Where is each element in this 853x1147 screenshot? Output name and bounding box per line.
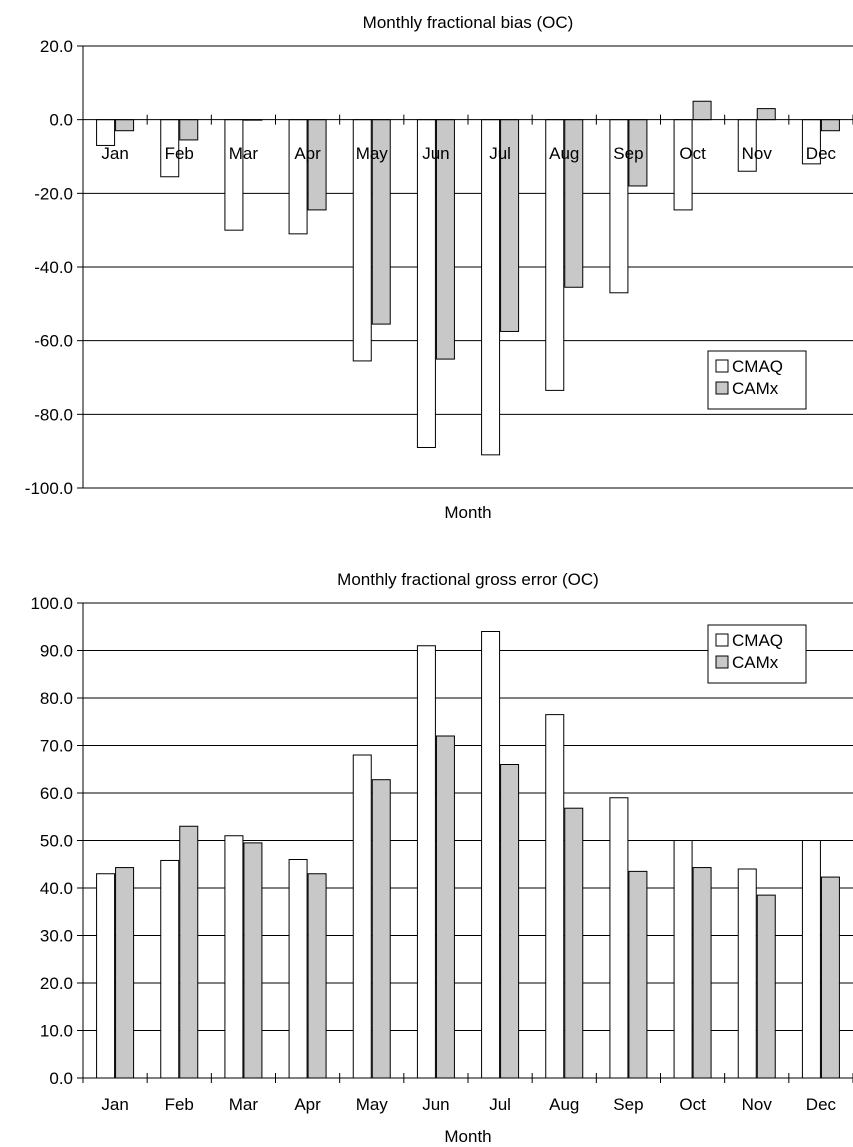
bar-camx-nov bbox=[756, 108, 776, 121]
category-label-may: May bbox=[356, 1095, 389, 1114]
legend-label-camx: CAMx bbox=[732, 653, 779, 672]
bar-cmaq-jan bbox=[96, 119, 116, 146]
bar-cmaq-mar bbox=[224, 119, 244, 231]
bar-cmaq-dec bbox=[801, 840, 821, 1079]
bar-camx-jun bbox=[435, 735, 455, 1079]
category-label-jun: Jun bbox=[422, 144, 449, 163]
bar-camx-nov bbox=[756, 894, 776, 1079]
category-label-jul: Jul bbox=[489, 1095, 511, 1114]
chart-title: Monthly fractional gross error (OC) bbox=[337, 570, 599, 589]
category-label-jun: Jun bbox=[422, 1095, 449, 1114]
category-label-jan: Jan bbox=[101, 144, 128, 163]
y-tick-label: 50.0 bbox=[40, 832, 73, 851]
category-label-aug: Aug bbox=[549, 1095, 579, 1114]
bar-cmaq-jul bbox=[481, 119, 501, 456]
category-label-sep: Sep bbox=[613, 1095, 643, 1114]
bar-camx-oct bbox=[692, 867, 712, 1079]
legend-swatch-cmaq bbox=[715, 633, 729, 647]
bar-camx-jan bbox=[115, 867, 135, 1079]
category-label-apr: Apr bbox=[294, 144, 321, 163]
y-tick-label: 0.0 bbox=[49, 111, 73, 130]
bar-cmaq-jul bbox=[481, 631, 501, 1079]
category-label-feb: Feb bbox=[165, 144, 194, 163]
bar-camx-dec bbox=[820, 119, 840, 132]
bar-camx-oct bbox=[692, 100, 712, 121]
y-tick-label: 90.0 bbox=[40, 642, 73, 661]
x-axis-label: Month bbox=[444, 503, 491, 522]
bar-camx-mar bbox=[243, 842, 263, 1079]
bar-cmaq-sep bbox=[609, 797, 629, 1079]
category-label-apr: Apr bbox=[294, 1095, 321, 1114]
bar-camx-apr bbox=[307, 873, 327, 1079]
category-label-sep: Sep bbox=[613, 144, 643, 163]
y-tick-label: 70.0 bbox=[40, 737, 73, 756]
bar-cmaq-mar bbox=[224, 835, 244, 1079]
bar-camx-jul bbox=[500, 764, 520, 1079]
y-tick-label: -20.0 bbox=[34, 184, 73, 203]
category-label-nov: Nov bbox=[742, 144, 773, 163]
bar-cmaq-feb bbox=[160, 859, 180, 1079]
category-label-dec: Dec bbox=[806, 144, 837, 163]
category-label-jul: Jul bbox=[489, 144, 511, 163]
bar-camx-aug bbox=[564, 807, 584, 1079]
y-tick-label: -100.0 bbox=[25, 479, 73, 498]
y-tick-label: 100.0 bbox=[30, 594, 73, 613]
bar-cmaq-aug bbox=[545, 714, 565, 1079]
legend-label-camx: CAMx bbox=[732, 379, 779, 398]
bar-cmaq-nov bbox=[737, 868, 757, 1079]
bar-cmaq-jun bbox=[416, 645, 436, 1079]
bar-camx-sep bbox=[628, 870, 648, 1079]
y-tick-label: 80.0 bbox=[40, 689, 73, 708]
bar-camx-may bbox=[371, 779, 391, 1079]
bar-cmaq-may bbox=[352, 754, 372, 1079]
bar-cmaq-oct bbox=[673, 119, 693, 211]
y-tick-label: 30.0 bbox=[40, 927, 73, 946]
y-tick-label: 60.0 bbox=[40, 784, 73, 803]
y-tick-label: -40.0 bbox=[34, 258, 73, 277]
y-tick-label: 10.0 bbox=[40, 1022, 73, 1041]
bar-camx-feb bbox=[179, 825, 199, 1079]
legend-swatch-camx bbox=[715, 655, 729, 669]
y-tick-label: -60.0 bbox=[34, 332, 73, 351]
y-tick-label: -80.0 bbox=[34, 405, 73, 424]
category-label-oct: Oct bbox=[679, 144, 706, 163]
legend-swatch-camx bbox=[715, 381, 729, 395]
legend-label-cmaq: CMAQ bbox=[732, 631, 783, 650]
bar-cmaq-oct bbox=[673, 840, 693, 1079]
bar-camx-dec bbox=[820, 876, 840, 1079]
bar-camx-apr bbox=[307, 119, 327, 211]
y-tick-label: 0.0 bbox=[49, 1069, 73, 1088]
chart-title: Monthly fractional bias (OC) bbox=[363, 13, 574, 32]
bar-camx-feb bbox=[179, 119, 199, 141]
bar-cmaq-jan bbox=[96, 873, 116, 1079]
bar-cmaq-apr bbox=[288, 859, 308, 1079]
category-label-may: May bbox=[356, 144, 389, 163]
fractional-gross-error-chart: Monthly fractional gross error (OC) Month… bbox=[30, 570, 853, 1146]
x-axis-label: Month bbox=[444, 1127, 491, 1146]
legend-swatch-cmaq bbox=[715, 359, 729, 373]
y-tick-label: 20.0 bbox=[40, 37, 73, 56]
legend-label-cmaq: CMAQ bbox=[732, 357, 783, 376]
y-tick-label: 20.0 bbox=[40, 974, 73, 993]
category-label-aug: Aug bbox=[549, 144, 579, 163]
category-label-feb: Feb bbox=[165, 1095, 194, 1114]
bar-camx-jan bbox=[115, 119, 135, 132]
category-label-nov: Nov bbox=[742, 1095, 773, 1114]
fractional-bias-chart: Monthly fractional bias (OC) Month 20.0 0.0… bbox=[25, 13, 853, 522]
category-label-jan: Jan bbox=[101, 1095, 128, 1114]
bar-cmaq-jun bbox=[416, 119, 436, 448]
bar-cmaq-apr bbox=[288, 119, 308, 235]
y-tick-label: 40.0 bbox=[40, 879, 73, 898]
category-label-dec: Dec bbox=[806, 1095, 837, 1114]
category-label-mar: Mar bbox=[229, 144, 259, 163]
category-label-oct: Oct bbox=[679, 1095, 706, 1114]
category-label-mar: Mar bbox=[229, 1095, 259, 1114]
